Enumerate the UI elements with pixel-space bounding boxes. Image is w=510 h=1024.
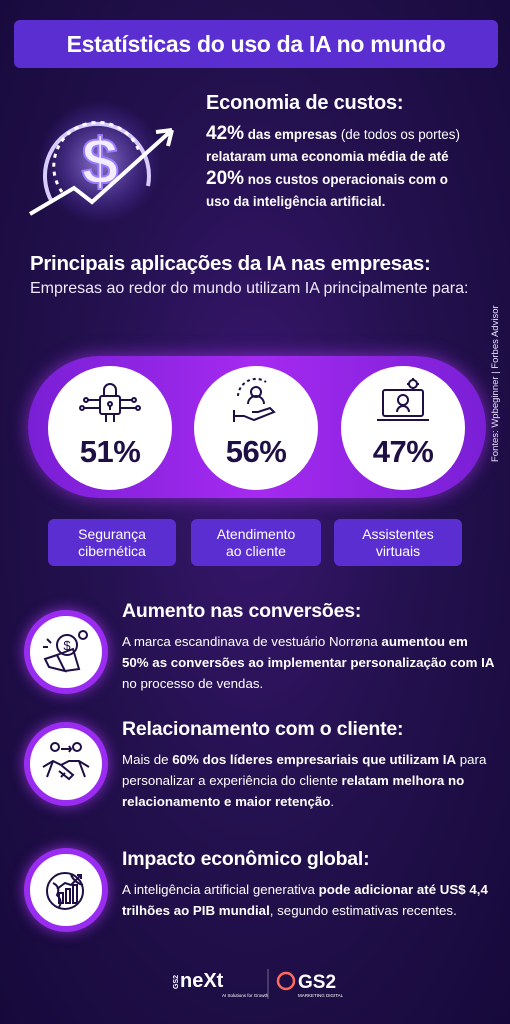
dollar-growth-icon: $ — [28, 100, 174, 224]
relationship-b1: 60% dos líderes empresariais que utiliza… — [172, 752, 457, 767]
impact-text: A inteligência artificial generativa pod… — [122, 879, 497, 921]
impact-b1: pode adicionar até US$ 4,4 trilhões ao P… — [122, 882, 488, 918]
gs2-logo-mark — [276, 971, 296, 991]
stat-circle-service: 56% — [194, 366, 318, 490]
cost-heading: Economia de custos: — [206, 92, 404, 114]
cost-pct-42: 42% — [206, 123, 245, 144]
impact-t2: , segundo estimativas recentes. — [269, 903, 457, 918]
applications-title: Principais aplicações da IA nas empresas… — [30, 252, 431, 275]
stat-circle-security: 51% — [48, 366, 172, 490]
relationship-block: Relacionamento com o cliente: Mais de 60… — [122, 718, 497, 812]
label-service: Atendimento ao cliente — [191, 519, 321, 566]
svg-text:$: $ — [82, 124, 119, 198]
cost-pct-20: 20% — [206, 168, 245, 189]
svg-text:$: $ — [63, 638, 71, 653]
conversions-icon-circle: $ — [24, 610, 108, 694]
gs2-logo-word: GS2 — [298, 972, 336, 993]
sources-note: Fontes: Wpbeginner | Forbes Advisor — [490, 305, 501, 462]
megaphone-money-icon: $ — [43, 630, 88, 673]
relationship-t1: Mais de — [122, 752, 173, 767]
cost-text: 42% das empresas (de todos os portes) re… — [206, 123, 502, 213]
brand-logos: GS2 neXt AI Solutions for Growth GS2 MAR… — [173, 969, 344, 999]
relationship-icon-circle — [24, 722, 108, 806]
cost-line4: uso da inteligência artificial. — [206, 194, 386, 209]
conversions-t2: no processo de vendas. — [122, 676, 264, 691]
handshake-icon — [42, 742, 90, 781]
label-assistants-l2: virtuais — [375, 542, 421, 559]
label-service-l1: Atendimento — [216, 525, 296, 542]
conversions-b1: aumentou em 50% as conversões ao impleme… — [122, 634, 495, 670]
page-title: Estatísticas do uso da IA no mundo — [14, 20, 498, 68]
conversions-block: Aumento nas conversões: A marca escandin… — [122, 600, 497, 694]
cost-line2: relataram uma economia média de até — [206, 149, 449, 164]
relationship-text: Mais de 60% dos líderes empresariais que… — [122, 749, 497, 812]
gs2-logo-tagline: MARKETING DIGITAL — [298, 993, 344, 998]
laptop-ai-icon — [377, 378, 429, 421]
relationship-t3: . — [330, 794, 335, 809]
relationship-t2: para personalizar a experiência do clien… — [122, 752, 487, 788]
label-security: Segurança cibernética — [48, 519, 176, 566]
cost-line1: das empresas — [244, 127, 338, 142]
gs2-next-tagline: AI Solutions for Growth — [222, 993, 269, 998]
cost-line1b: (de todos os portes) — [337, 127, 460, 142]
label-assistants: Assistentes virtuais — [334, 519, 462, 566]
conversions-heading: Aumento nas conversões: — [122, 600, 362, 622]
gs2-next-logo-word: neXt — [180, 970, 224, 992]
label-service-l2: ao cliente — [226, 542, 286, 559]
impact-t1: A inteligência artificial generativa — [122, 882, 319, 897]
impact-heading: Impacto econômico global: — [122, 848, 370, 870]
lock-circuit-icon — [79, 383, 141, 422]
label-security-l2: cibernética — [78, 542, 146, 559]
globe-chart-icon — [46, 872, 84, 910]
impact-icon-circle — [24, 848, 108, 932]
label-assistants-l1: Assistentes — [362, 525, 434, 542]
stat-pct-security: 51% — [79, 434, 141, 469]
conversions-t1: A marca escandinava de vestuário Norrøna — [122, 634, 382, 649]
stat-pct-service: 56% — [225, 434, 287, 469]
label-security-l1: Segurança — [78, 525, 146, 542]
cost-savings-block: Economia de custos: 42% das empresas (de… — [206, 92, 502, 213]
conversions-text: A marca escandinava de vestuário Norrøna… — [122, 631, 497, 694]
cost-line3: nos custos operacionais com o — [244, 172, 448, 187]
stat-pct-assistants: 47% — [372, 434, 434, 469]
impact-block: Impacto econômico global: A inteligência… — [122, 848, 497, 921]
gs2-next-logo: GS2 — [173, 975, 180, 989]
customer-care-icon — [233, 377, 276, 422]
relationship-heading: Relacionamento com o cliente: — [122, 718, 404, 740]
relationship-b2: relatam melhora no relacionamento e maio… — [122, 773, 465, 809]
applications-subtitle: Empresas ao redor do mundo utilizam IA p… — [30, 280, 469, 297]
stat-circle-assistants: 47% — [341, 366, 465, 490]
